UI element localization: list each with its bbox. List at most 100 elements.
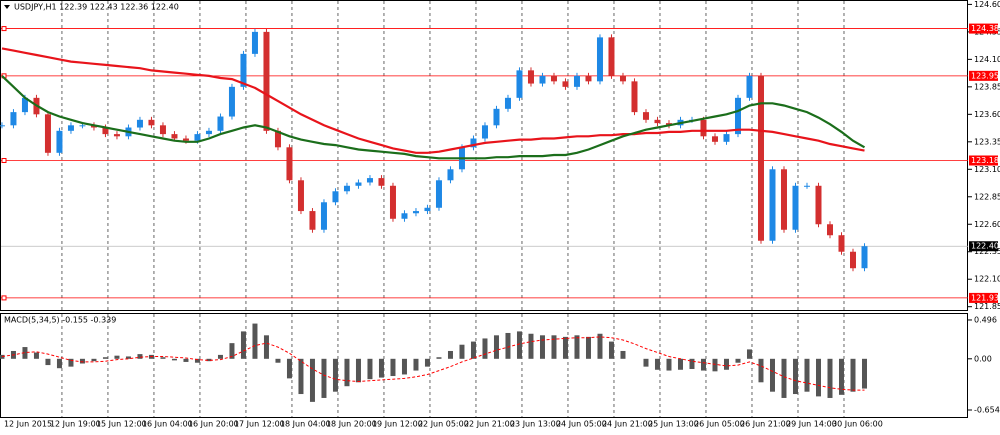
macd-bar bbox=[447, 350, 453, 359]
macd-bar bbox=[585, 336, 591, 359]
candle-body bbox=[389, 185, 396, 219]
current-price-label: 122.40 bbox=[971, 242, 999, 251]
macd-bar bbox=[413, 358, 419, 371]
macd-bar bbox=[298, 358, 304, 395]
candle-body bbox=[136, 119, 143, 128]
macd-bar bbox=[45, 358, 51, 366]
macd-bar bbox=[125, 356, 131, 359]
candle-body bbox=[757, 75, 764, 241]
candle-body bbox=[792, 185, 799, 230]
macd-bar bbox=[79, 358, 85, 364]
candle-body bbox=[309, 211, 316, 230]
candle-body bbox=[159, 125, 166, 135]
macd-bar bbox=[424, 358, 430, 367]
candle-body bbox=[493, 108, 500, 126]
macd-bar bbox=[758, 358, 764, 383]
macd-bar bbox=[493, 335, 499, 359]
x-tick-label: 12 Jun 2015 bbox=[4, 420, 52, 429]
y-tick-label: 123.60 bbox=[974, 110, 1000, 119]
plot-layer bbox=[0, 1, 972, 417]
candle-body bbox=[228, 86, 235, 117]
x-tick-label: 22 Jun 21:00 bbox=[464, 420, 515, 429]
level-label: 124.38 bbox=[971, 24, 999, 33]
candle-body bbox=[734, 97, 741, 135]
level-label-box bbox=[969, 155, 998, 166]
candle-body bbox=[56, 130, 63, 153]
macd-bar bbox=[56, 358, 62, 369]
x-tick-label: 16 Jun 04:00 bbox=[142, 420, 193, 429]
macd-bar bbox=[401, 358, 407, 375]
candle-body bbox=[102, 127, 109, 135]
macd-bar bbox=[620, 350, 626, 359]
candle-body bbox=[780, 169, 787, 230]
x-tick-label: 15 Jun 12:00 bbox=[96, 420, 147, 429]
candle-body bbox=[642, 112, 649, 120]
macd-bar bbox=[263, 335, 269, 359]
macd-bar bbox=[608, 341, 614, 359]
candle-body bbox=[194, 134, 201, 141]
y-tick-label: 123.35 bbox=[974, 137, 1000, 146]
y-tick-label: 124.60 bbox=[974, 0, 1000, 9]
macd-bar bbox=[850, 358, 856, 392]
macd-bar bbox=[33, 352, 39, 359]
macd-bar bbox=[286, 358, 292, 379]
macd-bar bbox=[597, 333, 603, 359]
x-tick-label: 23 Jun 13:00 bbox=[510, 420, 561, 429]
x-tick-label: 29 Jun 14:00 bbox=[786, 420, 837, 429]
candle-body bbox=[113, 134, 120, 137]
macd-bar bbox=[654, 358, 660, 370]
candle-body bbox=[470, 138, 477, 148]
macd-bar bbox=[861, 358, 867, 389]
candle-body bbox=[619, 75, 626, 82]
candle-body bbox=[539, 75, 546, 84]
candle-body bbox=[608, 37, 615, 76]
level-label-box bbox=[969, 292, 998, 303]
macd-bar bbox=[68, 358, 74, 367]
candle-body bbox=[803, 185, 810, 187]
macd-bar bbox=[206, 358, 212, 362]
candle-body bbox=[596, 37, 603, 82]
candle-body bbox=[631, 81, 638, 113]
macd-bar bbox=[367, 358, 373, 380]
macd-bar bbox=[574, 335, 580, 359]
candle-body bbox=[838, 235, 845, 252]
candle-body bbox=[320, 202, 327, 230]
level-anchor bbox=[1, 295, 7, 301]
macd-bar bbox=[171, 358, 177, 361]
y-tick-label: 122.10 bbox=[974, 275, 1000, 284]
x-tick-label: 19 Jun 12:00 bbox=[372, 420, 423, 429]
signal-line bbox=[1, 336, 865, 391]
macd-bar bbox=[91, 358, 97, 362]
macd-bar bbox=[539, 335, 545, 359]
macd-bar bbox=[769, 358, 775, 392]
macd-bar bbox=[217, 354, 223, 359]
candle-body bbox=[79, 125, 86, 127]
candle-body bbox=[849, 251, 856, 269]
candle-body bbox=[585, 75, 592, 82]
candle-body bbox=[527, 70, 534, 84]
macd-bar bbox=[321, 358, 327, 398]
menu-arrow bbox=[4, 5, 10, 9]
candle-body bbox=[481, 125, 488, 139]
candle-body bbox=[90, 125, 97, 128]
x-tick-label: 24 Jun 21:00 bbox=[602, 420, 653, 429]
x-tick-label: 22 Jun 05:00 bbox=[418, 420, 469, 429]
x-tick-label: 24 Jun 05:00 bbox=[556, 420, 607, 429]
candle-body bbox=[274, 130, 281, 148]
candle-body bbox=[573, 75, 580, 87]
macd-bar bbox=[551, 335, 557, 359]
candle-body bbox=[182, 138, 189, 141]
macd-bar bbox=[746, 349, 752, 359]
candle-body bbox=[412, 211, 419, 214]
level-label: 121.93 bbox=[971, 293, 999, 302]
y-tick-label: 122.60 bbox=[974, 220, 1000, 229]
y-tick-label: -0.654 bbox=[974, 406, 1000, 415]
macd-bar bbox=[183, 358, 189, 362]
candle-body bbox=[504, 97, 511, 109]
candle-body bbox=[562, 81, 569, 87]
candle-body bbox=[769, 169, 776, 241]
candle-body bbox=[0, 125, 5, 127]
level-anchor bbox=[1, 157, 7, 163]
macd-bar bbox=[332, 358, 338, 392]
macd-bar bbox=[355, 358, 361, 383]
